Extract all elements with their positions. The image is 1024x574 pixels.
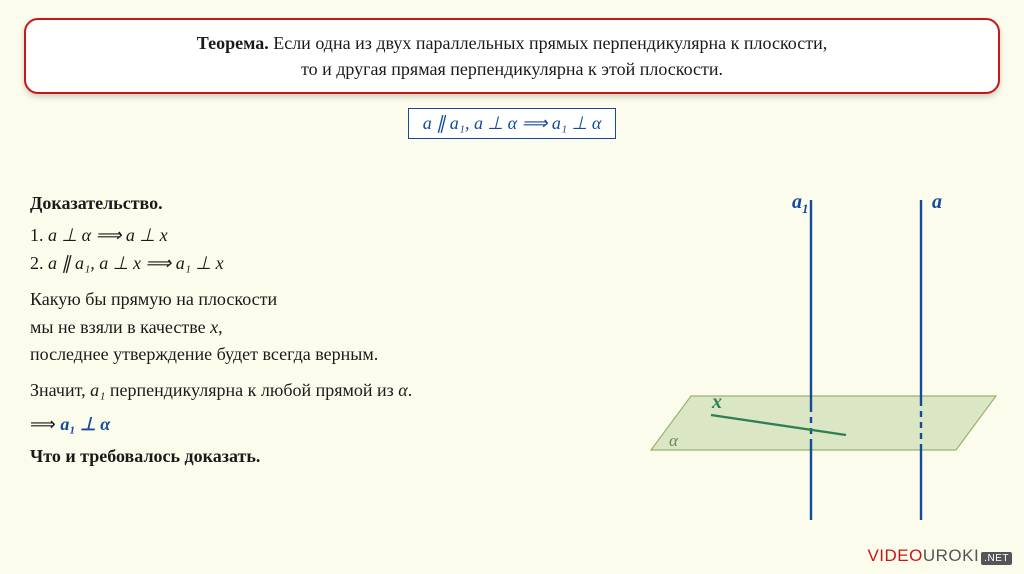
- p2-math: a₁: [90, 380, 105, 400]
- label-a1: a1: [792, 191, 809, 216]
- p2-mid: перпендикулярна к любой прямой из: [105, 380, 398, 400]
- step2-num: 2.: [30, 253, 48, 273]
- watermark: VIDEOUROKI.NET: [867, 546, 1012, 566]
- proof-step-2: 2. a ∥ a₁, a ⊥ x ⟹ a₁ ⊥ x: [30, 250, 630, 278]
- wm-net: .NET: [981, 552, 1012, 565]
- conc-math: a₁ ⊥ α: [60, 414, 110, 434]
- theorem-line1: Если одна из двух параллельных прямых пе…: [269, 33, 828, 53]
- proof-para2: Значит, a₁ перпендикулярна к любой прямо…: [30, 377, 630, 405]
- geometry-diagram: a1 a x α: [636, 190, 1006, 530]
- label-a: a: [932, 191, 942, 213]
- p1l2-pre: мы не взяли в качестве: [30, 317, 210, 337]
- proof-para1-l2: мы не взяли в качестве x,: [30, 314, 630, 342]
- plane-alpha: [651, 396, 996, 450]
- proof-para1-l3: последнее утверждение будет всегда верны…: [30, 341, 630, 369]
- wm-uroki: UROKI: [923, 546, 979, 565]
- p2-post: .: [408, 380, 413, 400]
- proof-qed: Что и требовалось доказать.: [30, 443, 630, 471]
- label-alpha: α: [669, 431, 679, 450]
- p2-alpha: α: [398, 380, 407, 400]
- theorem-box: Теорема. Если одна из двух параллельных …: [24, 18, 1000, 94]
- label-x: x: [711, 391, 722, 413]
- proof-step-1: 1. a ⊥ α ⟹ a ⊥ x: [30, 222, 630, 250]
- theorem-formula: a ∥ a₁, a ⊥ α ⟹ a₁ ⊥ α: [408, 108, 617, 139]
- proof-para1-l1: Какую бы прямую на плоскости: [30, 286, 630, 314]
- proof-conclusion: ⟹ a₁ ⊥ α: [30, 411, 630, 439]
- step1-math: a ⊥ α ⟹ a ⊥ x: [48, 225, 168, 245]
- proof-block: Доказательство. 1. a ⊥ α ⟹ a ⊥ x 2. a ∥ …: [30, 190, 630, 471]
- p1l2-math: x: [210, 317, 218, 337]
- p2-pre: Значит,: [30, 380, 90, 400]
- step1-num: 1.: [30, 225, 48, 245]
- theorem-label: Теорема.: [197, 33, 269, 53]
- step2-math: a ∥ a₁, a ⊥ x ⟹ a₁ ⊥ x: [48, 253, 224, 273]
- formula-row: a ∥ a₁, a ⊥ α ⟹ a₁ ⊥ α: [0, 108, 1024, 139]
- proof-title: Доказательство.: [30, 190, 630, 218]
- theorem-line2: то и другая прямая перпендикулярна к это…: [301, 59, 723, 79]
- p1l2-post: ,: [218, 317, 223, 337]
- conc-arrow: ⟹: [30, 414, 60, 434]
- wm-video: VIDEO: [867, 546, 922, 565]
